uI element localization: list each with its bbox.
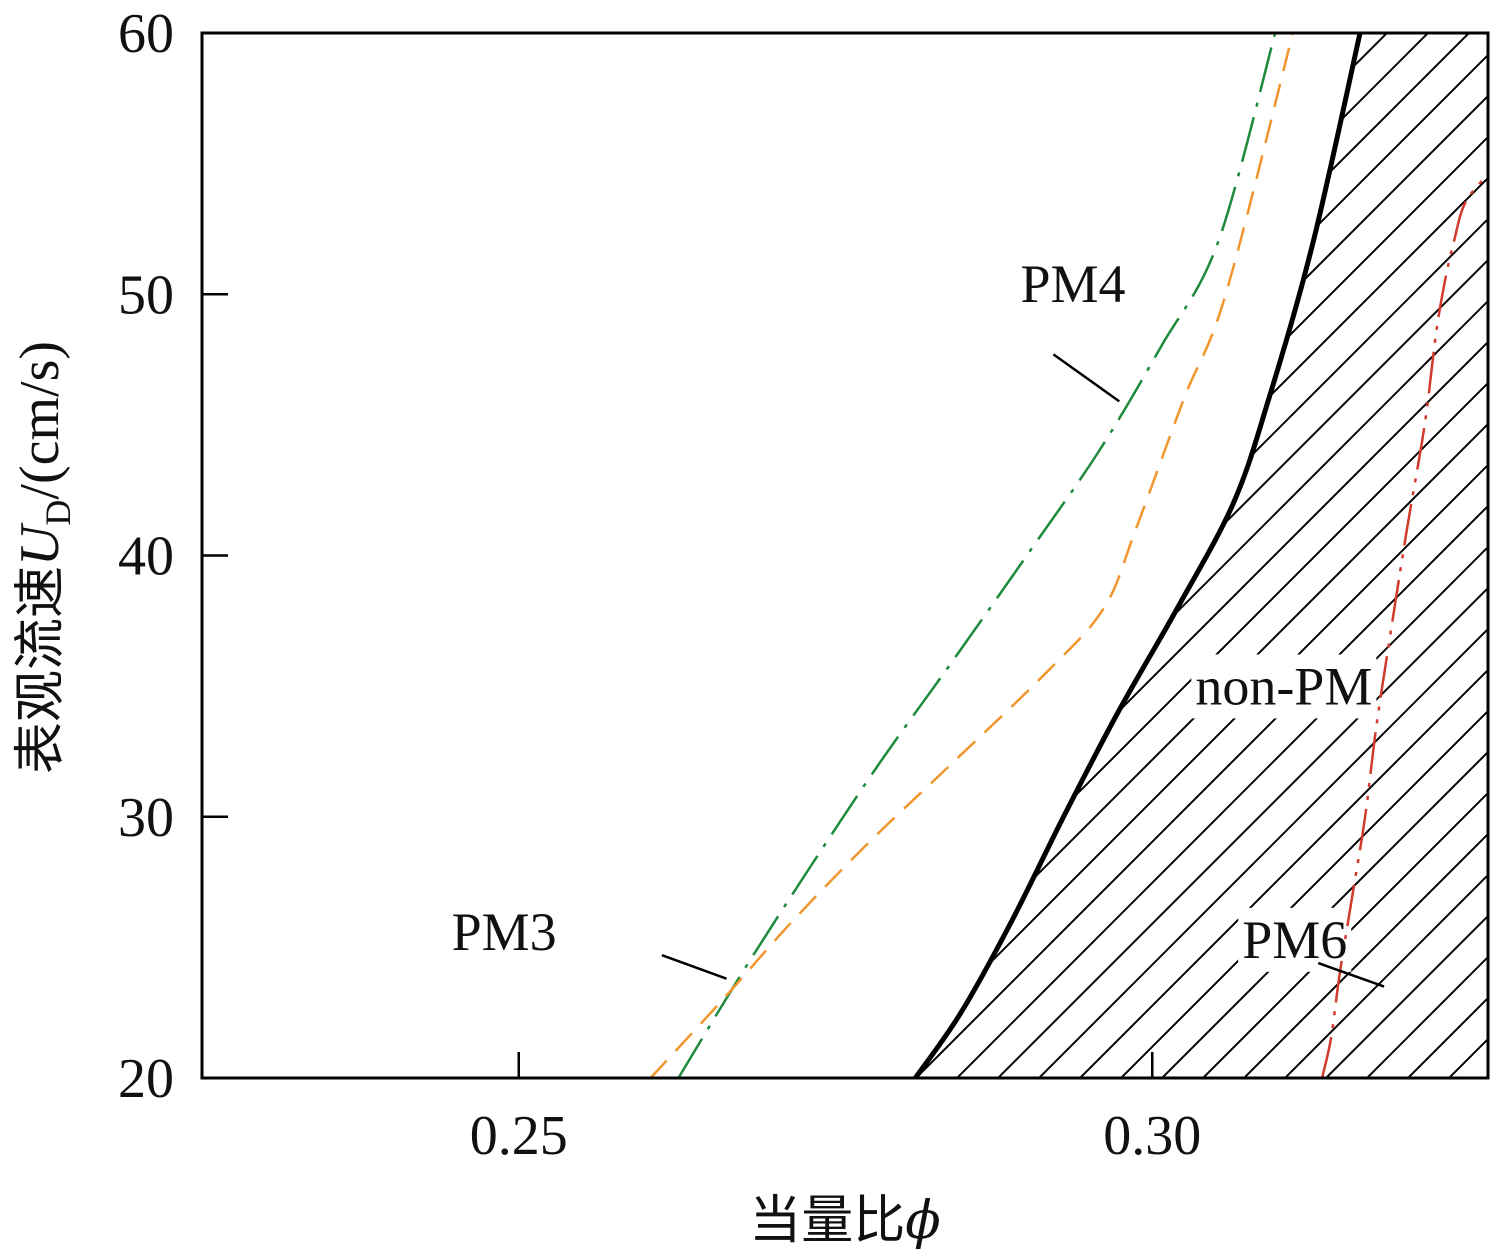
annotation-pm4-background [1016,252,1130,317]
annotation-pm3-background [447,899,561,964]
hatch-line [915,33,1380,1078]
annotation-pm3-label: PM3 [452,902,557,962]
series-pm3-line [649,33,1295,1078]
annotation-pm6-label: PM6 [1242,910,1347,970]
hatch-line [915,33,1257,1078]
hatch-line [915,33,1462,1078]
hatch-line [957,33,1488,1078]
annotation-pm4-label: PM4 [1020,254,1125,314]
x-tick-label: 0.30 [1103,1105,1201,1167]
annotation-pm6-leader [1317,961,1385,988]
hatch-line [0,0,600,1200]
hatch-line [915,33,1488,1078]
hatch-line [915,33,1134,1078]
hatch-line [915,33,1488,1078]
annotation-non-pm-label: non-PM [1195,656,1372,716]
hatch-line [915,33,1488,1078]
hatch-line [915,33,970,1078]
y-tick-label: 50 [118,264,174,326]
x-axis-label-text: 当量比 [749,1191,905,1251]
hatch-line [0,0,887,1200]
hatch-line [915,33,1052,1078]
hatch-line [1367,33,1488,1078]
hatch-line [915,33,1488,1078]
hatch-line [915,33,1488,1078]
hatch-line [915,33,1488,1078]
hatch-line [915,33,1488,1078]
hatch-line [0,0,682,1200]
hatch-line [1039,33,1488,1078]
hatch-line [915,33,1175,1078]
hatch-line [915,33,1488,1078]
y-axis-unit: /(cm/s) [9,341,71,500]
hatch-line [1285,33,1488,1078]
y-tick-label: 40 [118,526,174,588]
x-axis-label: 当量比ϕ [749,1191,940,1251]
x-tick-label: 0.25 [470,1105,568,1167]
annotation-non-pm-background [1191,654,1377,719]
y-axis-label: 表观流速UD/(cm/s) [9,341,78,774]
hatch-line [915,33,1488,1078]
hatch-line [1449,33,1488,1078]
hatch-line [1408,33,1488,1078]
annotation-pm6-background [1238,907,1352,972]
hatch-line [916,33,1488,1078]
y-axis-variable: U [9,522,71,566]
hatch-line [915,33,929,1078]
hatch-line [0,0,764,1200]
annotation-pm4-leader [1052,353,1121,403]
hatch-line [1121,33,1488,1078]
hatch-line [915,33,1339,1078]
hatch-line [915,33,1093,1078]
hatch-line [998,33,1488,1078]
hatch-line [915,33,1488,1078]
hatch-line [1080,33,1488,1078]
series-pm6-line [1320,173,1488,1078]
annotation-pm3-leader [661,954,727,980]
hatch-line [915,33,1216,1078]
series-non-pm-line [913,33,1363,1078]
hatch-line [0,0,641,1200]
y-tick-label: 60 [118,3,174,65]
hatch-line [1244,33,1488,1078]
hatch-line [915,33,1488,1078]
series-pm4-line [677,33,1277,1078]
y-axis-label-text: 表观流速 [11,566,71,774]
hatch-line [915,33,1298,1078]
hatch-line [1203,33,1488,1078]
hatch-line [1162,33,1488,1078]
y-tick-label: 30 [118,787,174,849]
hatch-line [915,33,1488,1078]
x-axis-symbol: ϕ [905,1191,940,1251]
hatch-line [915,33,1421,1078]
non-pm-hatched-region [0,0,1488,1200]
hatch-line [0,0,805,1200]
hatch-line [0,0,846,1200]
y-tick-label: 20 [118,1048,174,1110]
hatch-line [0,0,723,1200]
y-axis-subscript: D [38,500,78,526]
hatch-line [915,33,1011,1078]
